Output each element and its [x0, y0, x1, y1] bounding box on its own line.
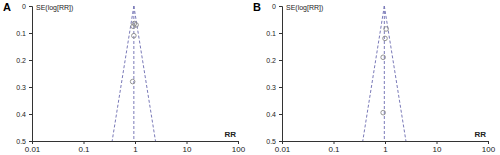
y-tick-label: 0.1 — [266, 30, 276, 37]
x-tick-label: 100 — [482, 145, 496, 154]
y-tick-mark — [279, 33, 282, 34]
y-tick-mark — [29, 114, 32, 115]
x-tick-mark — [135, 141, 136, 144]
y-tick-label: 0.1 — [16, 30, 26, 37]
x-tick: 0.1 — [78, 141, 90, 154]
x-tick-label: 0.1 — [328, 145, 340, 154]
funnel-upper — [384, 6, 406, 141]
y-tick: 0.4 — [16, 111, 32, 118]
x-axis-title: RR — [474, 130, 486, 139]
y-axis-line — [29, 7, 33, 142]
x-tick: 100 — [232, 141, 246, 154]
study-point — [381, 110, 386, 115]
x-tick: 10 — [433, 141, 442, 154]
x-tick: 0.1 — [328, 141, 340, 154]
x-axis-title: RR — [224, 130, 236, 139]
x-axis: 0.01 0.1 1 10 100 — [275, 141, 496, 154]
study-point — [384, 27, 389, 32]
x-tick-mark — [488, 141, 489, 144]
funnel-upper — [134, 6, 156, 141]
x-tick: 1 — [133, 141, 138, 154]
x-axis-line — [283, 142, 489, 145]
y-tick: 0.4 — [266, 111, 282, 118]
y-tick: 0.5 — [16, 138, 32, 145]
y-tick-mark — [279, 87, 282, 88]
x-tick-label: 1 — [383, 145, 388, 154]
study-point — [131, 24, 136, 29]
x-tick-label: 0.1 — [78, 145, 90, 154]
x-tick-mark — [282, 141, 283, 144]
panel: 0 0.1 0.2 0.3 0.4 0.50.01 0.1 1 10 100 B SE(log[RR]… — [253, 1, 496, 154]
y-tick: 0.2 — [16, 57, 32, 64]
plot-area — [363, 6, 406, 141]
y-tick: 0 — [272, 3, 282, 10]
x-tick-mark — [385, 141, 386, 144]
y-tick-label: 0.5 — [16, 138, 26, 145]
x-tick-mark — [238, 141, 239, 144]
y-tick: 0 — [22, 3, 32, 10]
x-tick-mark — [437, 141, 438, 144]
x-tick: 0.01 — [25, 141, 41, 154]
y-tick: 0.5 — [266, 138, 282, 145]
study-point — [130, 79, 135, 84]
x-tick-label: 0.01 — [275, 145, 291, 154]
y-axis-line — [279, 7, 283, 142]
x-tick: 10 — [183, 141, 192, 154]
y-tick-mark — [29, 141, 32, 142]
y-tick-label: 0.5 — [266, 138, 276, 145]
y-tick-mark — [279, 141, 282, 142]
panel-title: B — [253, 1, 261, 13]
y-tick-mark — [29, 87, 32, 88]
y-tick-label: 0 — [22, 3, 26, 10]
y-tick-label: 0.3 — [266, 84, 276, 91]
x-tick-label: 10 — [183, 145, 192, 154]
funnel-lower — [363, 6, 385, 141]
x-tick: 1 — [383, 141, 388, 154]
x-axis-line — [33, 142, 239, 145]
y-axis-title: SE(log[RR]) — [286, 4, 323, 12]
x-tick-mark — [334, 141, 335, 144]
x-axis: 0.01 0.1 1 10 100 — [25, 141, 246, 154]
y-tick: 0.3 — [266, 84, 282, 91]
y-tick: 0.1 — [16, 30, 32, 37]
y-tick-mark — [29, 60, 32, 61]
panel-title: A — [3, 1, 11, 13]
y-tick-label: 0.4 — [16, 111, 26, 118]
x-tick-label: 0.01 — [25, 145, 41, 154]
x-tick: 0.01 — [275, 141, 291, 154]
y-axis: 0 0.1 0.2 0.3 0.4 0.5 — [16, 3, 32, 145]
study-point — [383, 36, 388, 41]
x-tick-mark — [32, 141, 33, 144]
x-tick-label: 10 — [433, 145, 442, 154]
y-tick-label: 0.2 — [266, 57, 276, 64]
y-tick-label: 0.3 — [16, 84, 26, 91]
plot-area — [112, 6, 155, 141]
x-tick-mark — [187, 141, 188, 144]
y-tick-label: 0.2 — [16, 57, 26, 64]
panel: 0 0.1 0.2 0.3 0.4 0.50.01 0.1 1 10 100 A SE(log[RR]… — [3, 1, 246, 154]
y-tick: 0.1 — [266, 30, 282, 37]
figure: 00.10.20.30.40.50.010.1110100ASE(log[RR]… — [0, 0, 500, 155]
y-tick-mark — [279, 6, 282, 7]
y-tick-label: 0 — [272, 3, 276, 10]
x-tick-label: 1 — [133, 145, 138, 154]
y-axis: 0 0.1 0.2 0.3 0.4 0.5 — [266, 3, 282, 145]
study-point — [381, 55, 386, 60]
y-axis-title: SE(log[RR]) — [36, 4, 73, 12]
study-point — [132, 33, 137, 38]
y-tick-mark — [279, 114, 282, 115]
y-tick-mark — [29, 6, 32, 7]
y-tick: 0.2 — [266, 57, 282, 64]
x-tick-label: 100 — [232, 145, 246, 154]
y-tick: 0.3 — [16, 84, 32, 91]
y-tick-mark — [279, 60, 282, 61]
x-tick: 100 — [482, 141, 496, 154]
x-tick-mark — [84, 141, 85, 144]
y-tick-label: 0.4 — [266, 111, 276, 118]
y-tick-mark — [29, 33, 32, 34]
summary-line — [384, 6, 385, 141]
